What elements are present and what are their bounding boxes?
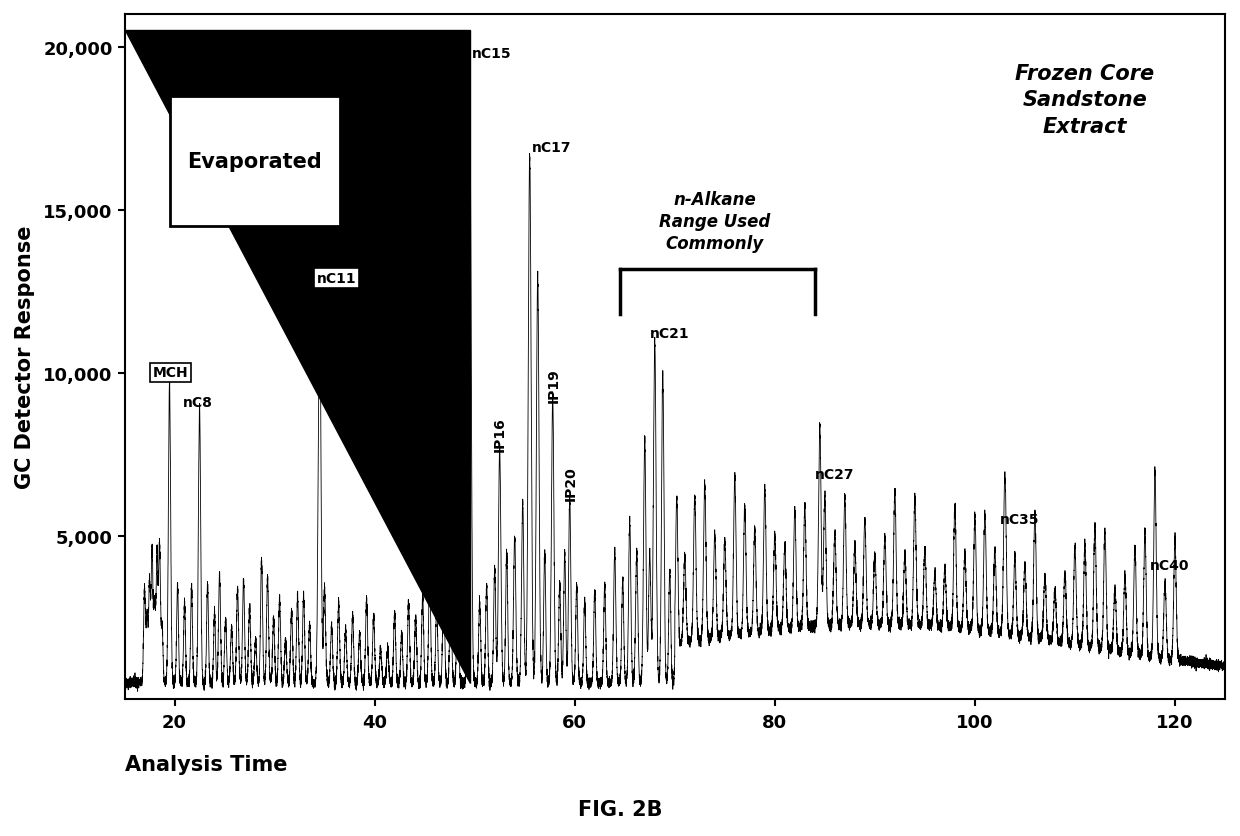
Text: Evaporated: Evaporated	[187, 151, 322, 171]
Text: nC11: nC11	[316, 272, 356, 285]
Text: nC15: nC15	[471, 47, 511, 60]
Text: IP16: IP16	[492, 417, 507, 451]
Text: nC40: nC40	[1149, 558, 1189, 573]
Text: nC27: nC27	[815, 467, 854, 481]
FancyBboxPatch shape	[170, 96, 340, 227]
Text: IP19: IP19	[547, 368, 560, 403]
Text: IP20: IP20	[564, 466, 578, 501]
Text: Frozen Core
Sandstone
Extract: Frozen Core Sandstone Extract	[1016, 64, 1154, 136]
Text: MCH: MCH	[153, 366, 188, 380]
Text: n-Alkane
Range Used
Commonly: n-Alkane Range Used Commonly	[660, 191, 770, 253]
Text: Analysis Time: Analysis Time	[124, 754, 286, 774]
Text: nC21: nC21	[650, 327, 689, 341]
Y-axis label: GC Detector Response: GC Detector Response	[15, 226, 35, 489]
Text: nC8: nC8	[182, 395, 212, 410]
Text: nC17: nC17	[532, 141, 572, 155]
Text: FIG. 2B: FIG. 2B	[578, 799, 662, 819]
Text: nC35: nC35	[999, 512, 1039, 527]
Polygon shape	[124, 31, 470, 683]
